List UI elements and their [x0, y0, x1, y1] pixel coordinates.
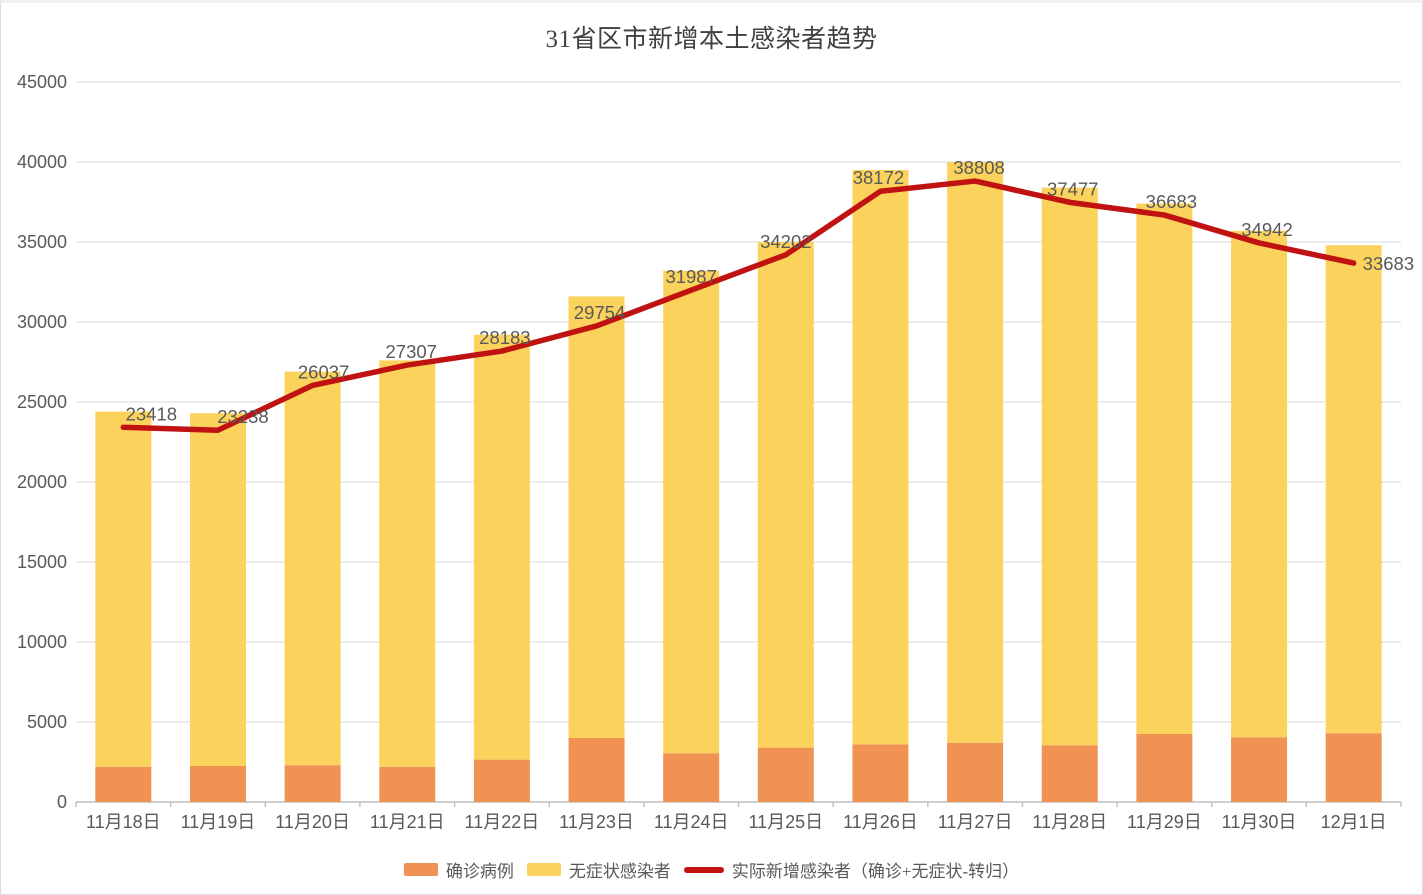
x-axis-tick-label: 11月22日: [465, 812, 540, 832]
line-point-label: 26037: [298, 361, 349, 382]
line-point-label: 34942: [1241, 219, 1292, 240]
bar-asymptomatic: [189, 413, 246, 766]
x-axis-tick-label: 11月29日: [1127, 812, 1202, 832]
x-axis-tick-label: 11月18日: [86, 812, 161, 832]
trend-line: [120, 178, 1357, 433]
bar-asymptomatic: [95, 411, 152, 767]
x-axis-tick-label: 11月27日: [938, 812, 1013, 832]
line-point-label: 38808: [953, 157, 1004, 178]
x-axis-tick-label: 11月24日: [654, 812, 729, 832]
bar-confirmed: [379, 766, 436, 802]
line-point-label: 31987: [665, 266, 716, 287]
line-point-label: 34202: [760, 231, 811, 252]
x-axis-tick-label: 11月21日: [370, 812, 445, 832]
line-point-label: 28183: [479, 327, 530, 348]
legend-item-asymptomatic: 无症状感染者: [526, 857, 671, 882]
y-axis-tick-label: 20000: [17, 472, 67, 492]
legend-label-confirmed: 确诊病例: [445, 862, 514, 881]
bar-confirmed: [947, 742, 1004, 802]
bar-confirmed: [1041, 745, 1098, 802]
bar-confirmed: [189, 766, 246, 802]
bar-asymptomatic: [1231, 230, 1288, 738]
line-point-label: 36683: [1146, 191, 1197, 212]
bar-confirmed: [1136, 734, 1193, 802]
bar-asymptomatic: [1041, 187, 1098, 746]
y-axis-tick-label: 0: [57, 792, 67, 812]
y-axis-tick-label: 5000: [27, 712, 67, 732]
bar-asymptomatic: [663, 270, 720, 754]
line-point-label: 23418: [126, 403, 177, 424]
legend-label-actual-new-line: 实际新增感染者（确诊+无症状-转归）: [731, 862, 1020, 881]
x-axis-tick-label: 11月26日: [843, 812, 918, 832]
bar-confirmed: [95, 766, 152, 802]
line-point-label: 33683: [1363, 253, 1414, 274]
x-axis-tick-label: 11月25日: [748, 812, 823, 832]
bar-confirmed: [852, 744, 909, 802]
bar-asymptomatic: [568, 296, 625, 738]
bar-asymptomatic: [1325, 245, 1382, 734]
bar-asymptomatic: [284, 371, 341, 766]
bar-asymptomatic: [473, 334, 530, 760]
chart-plot-area: 0 5000 10000 15000 20000 25000 30000 35000 40000…: [17, 72, 1414, 832]
x-axis-tick-label: 11月19日: [181, 812, 256, 832]
bar-asymptomatic: [757, 242, 814, 748]
bar-asymptomatic: [379, 360, 436, 767]
bar-confirmed: [1325, 733, 1382, 802]
legend-item-confirmed: 确诊病例: [403, 857, 514, 882]
legend-item-actual-new-line: 实际新增感染者（确诊+无症状-转归）: [683, 857, 1020, 882]
y-axis-tick-label: 40000: [17, 152, 67, 172]
x-axis-tick-label: 11月20日: [275, 812, 350, 832]
bar-confirmed: [757, 747, 814, 802]
line-point-label: 27307: [386, 341, 437, 362]
y-axis-tick-label: 45000: [17, 72, 67, 92]
x-axis-tick-label: 12月1日: [1321, 812, 1387, 832]
legend-label-asymptomatic: 无症状感染者: [568, 862, 671, 881]
bar-asymptomatic: [1136, 203, 1193, 735]
y-axis-tick-label: 30000: [17, 312, 67, 332]
legend-swatch-actual-new-line: [683, 866, 724, 873]
bar-confirmed: [473, 759, 530, 802]
line-point-label: 29754: [574, 302, 625, 323]
y-axis-tick-label: 15000: [17, 552, 67, 572]
chart-title: 31省区市新增本土感染者趋势: [545, 26, 878, 53]
bar-asymptomatic: [947, 162, 1004, 743]
line-point-label: 37477: [1047, 178, 1098, 199]
bar-confirmed: [663, 753, 720, 802]
x-axis-tick-label: 11月30日: [1222, 812, 1297, 832]
bar-confirmed: [568, 738, 625, 802]
bar-confirmed: [1231, 737, 1288, 802]
x-axis-tick-label: 11月23日: [559, 812, 634, 832]
legend-swatch-asymptomatic: [526, 863, 561, 876]
y-axis-tick-label: 35000: [17, 232, 67, 252]
line-point-label: 23238: [217, 406, 268, 427]
legend-swatch-confirmed: [403, 863, 438, 876]
y-axis-tick-label: 10000: [17, 632, 67, 652]
bar-asymptomatic: [852, 170, 909, 745]
y-axis-tick-label: 25000: [17, 392, 67, 412]
x-axis-tick-label: 11月28日: [1032, 812, 1107, 832]
line-point-label: 38172: [853, 167, 904, 188]
bar-confirmed: [284, 765, 341, 802]
chart-legend: 确诊病例 无症状感染者 实际新增感染者（确诊+无症状-转归）: [1, 857, 1422, 882]
